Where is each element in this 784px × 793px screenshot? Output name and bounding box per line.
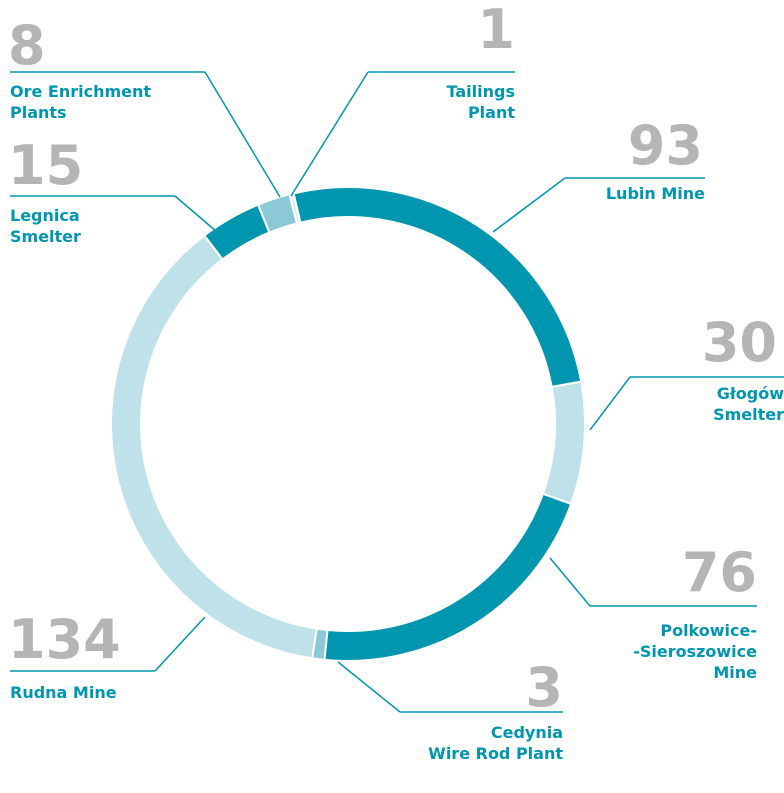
leader-line xyxy=(204,71,281,198)
category-label: Głogów Smelter xyxy=(713,384,784,424)
value-label: 76 xyxy=(681,541,757,604)
value-label: 30 xyxy=(701,311,777,374)
value-label: 1 xyxy=(477,0,515,61)
value-label: 93 xyxy=(627,114,703,177)
category-label: Ore Enrichment Plants xyxy=(10,82,152,122)
category-label: Cedynia Wire Rod Plant xyxy=(428,723,563,763)
donut-segment xyxy=(288,192,302,225)
value-label: 15 xyxy=(8,134,84,197)
category-label: Polkowice- -Sieroszowice Mine xyxy=(633,621,757,682)
donut-segment xyxy=(541,380,586,506)
leader-line xyxy=(589,376,631,431)
donut-segment xyxy=(292,186,583,389)
leader-line xyxy=(174,195,225,239)
value-label: 3 xyxy=(525,656,563,719)
value-label: 134 xyxy=(8,608,121,671)
category-label: Tailings Plant xyxy=(446,82,515,122)
leader-line xyxy=(290,71,369,197)
leader-line xyxy=(492,177,566,233)
donut-segment xyxy=(323,492,573,662)
category-label: Lubin Mine xyxy=(605,184,705,203)
donut-segment xyxy=(110,234,318,660)
leader-line xyxy=(154,616,206,672)
leader-line xyxy=(549,557,591,607)
category-label: Rudna Mine xyxy=(10,683,117,702)
value-label: 8 xyxy=(8,14,46,77)
leader-line xyxy=(337,661,401,713)
category-label: Legnica Smelter xyxy=(10,206,81,246)
